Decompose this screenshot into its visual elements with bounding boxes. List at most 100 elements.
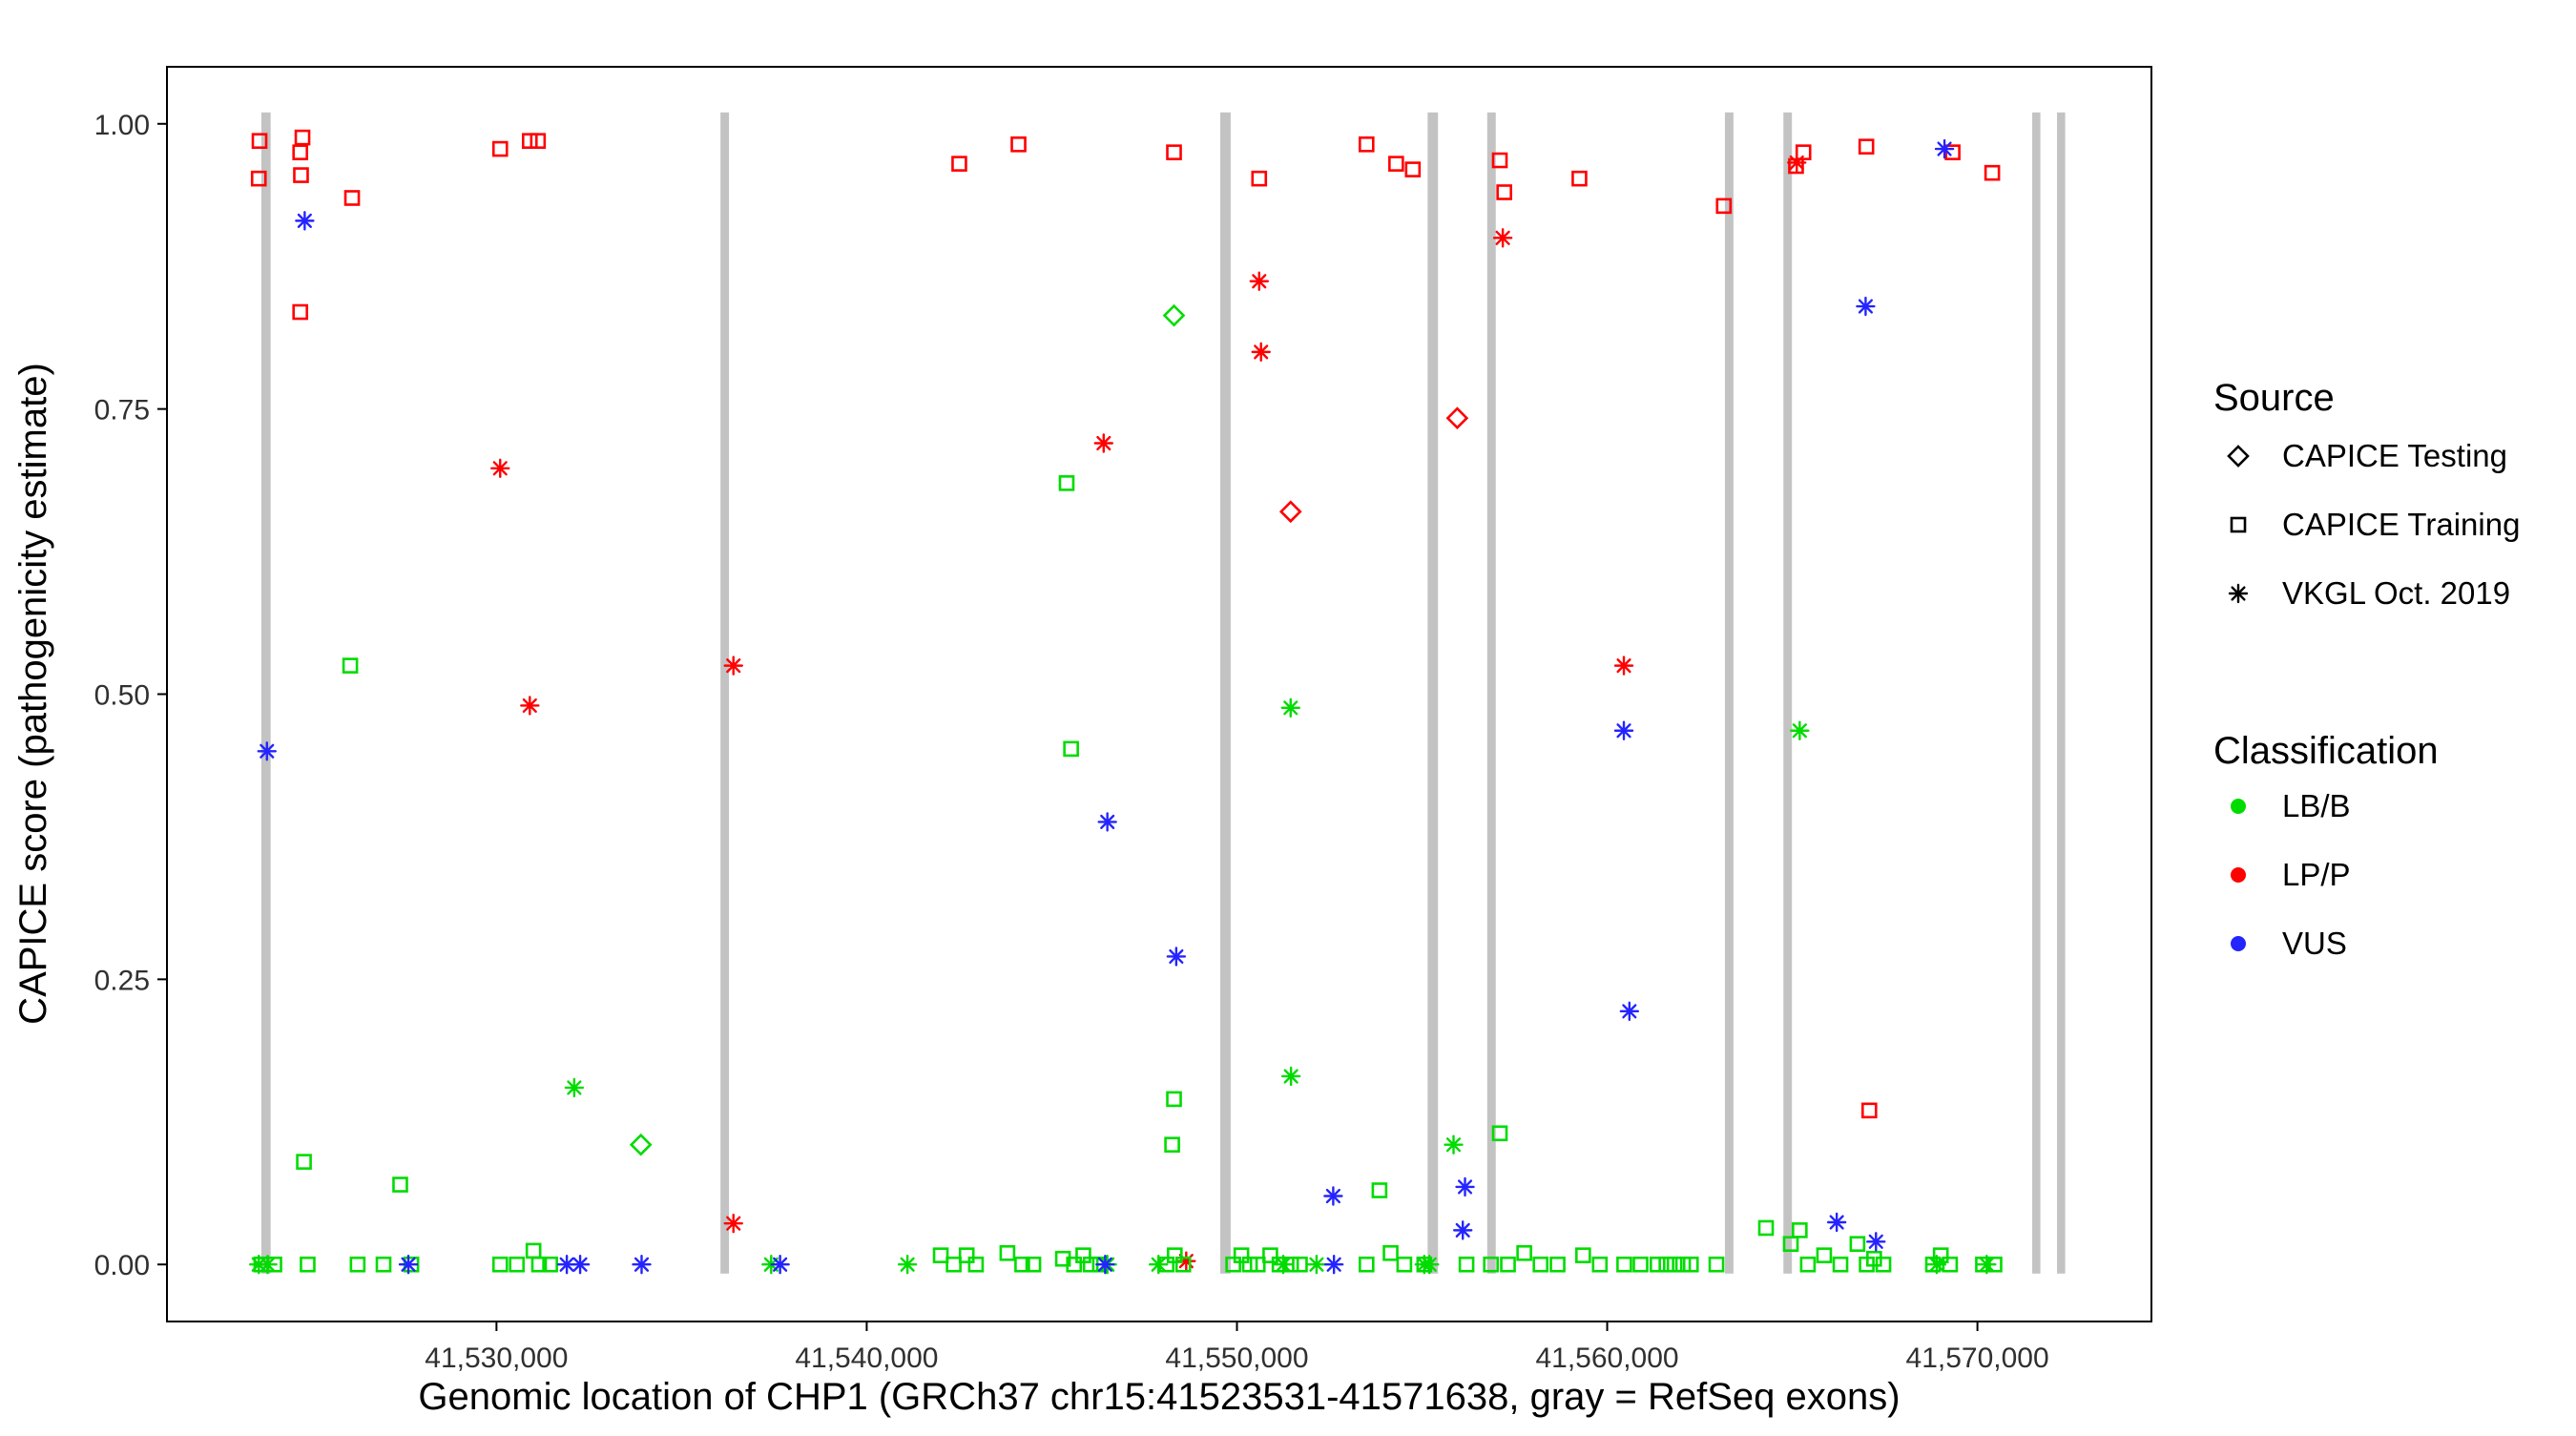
data-point-square	[1782, 1236, 1799, 1253]
data-point-square	[1757, 1219, 1775, 1237]
data-point-square	[1571, 170, 1588, 187]
legend-item-label: VKGL Oct. 2019	[2282, 575, 2510, 611]
data-point-square	[1166, 1091, 1182, 1108]
legend-item-label: VUS	[2282, 926, 2347, 961]
data-point-asterisk	[632, 1255, 652, 1275]
data-point-square	[958, 1247, 975, 1263]
legend-item-label: CAPICE Training	[2282, 507, 2520, 542]
data-point-asterisk	[1492, 228, 1513, 248]
data-point-asterisk	[1280, 697, 1300, 718]
legend: Source CAPICE Testing CAPICE Training VKGL…	[2213, 377, 2520, 961]
data-point-diamond	[2227, 445, 2250, 468]
legend-item-label: LP/P	[2282, 857, 2351, 892]
data-point-asterisk	[1856, 296, 1876, 317]
data-point-square	[1616, 1256, 1632, 1273]
data-point-square	[292, 303, 309, 321]
data-point-square	[392, 1176, 408, 1193]
y-tick-label: 1.00	[94, 110, 150, 141]
data-point-asterisk	[1280, 1066, 1301, 1087]
data-point-square	[1816, 1247, 1833, 1263]
data-point-asterisk	[1926, 1255, 1947, 1275]
data-point-square	[951, 156, 967, 172]
data-points	[249, 129, 2003, 1275]
data-point-square	[509, 1256, 526, 1273]
data-point-square	[292, 144, 309, 160]
legend-classification-items: LB/B LP/P VUS	[2231, 788, 2351, 961]
exon-bar	[2032, 112, 2041, 1274]
data-point-square	[250, 170, 267, 187]
data-point-square	[1010, 135, 1027, 153]
data-point-asterisk	[564, 1077, 585, 1098]
data-point-square	[1066, 1256, 1083, 1273]
data-point-square	[375, 1256, 392, 1273]
data-point-asterisk	[258, 1255, 278, 1275]
data-point-square	[300, 1256, 316, 1273]
asterisk-icon	[2228, 583, 2249, 604]
legend-source-items: CAPICE Testing CAPICE Training VKGL Oct. 2…	[2227, 438, 2520, 611]
data-point-square	[1944, 144, 1961, 160]
data-point-asterisk	[1619, 1001, 1640, 1022]
data-point-square	[1249, 1256, 1266, 1273]
classification-dot-icon	[2231, 799, 2246, 814]
x-tick-label: 41,530,000	[425, 1342, 568, 1374]
data-point-square	[521, 133, 538, 150]
data-point-square	[1549, 1256, 1566, 1273]
data-point-square	[530, 133, 547, 150]
data-point-square	[1849, 1236, 1866, 1253]
data-point-asterisk	[897, 1255, 918, 1275]
data-point-square	[1359, 135, 1375, 153]
square-icon	[2230, 516, 2247, 533]
plot-panel-border	[166, 66, 2152, 1322]
data-point-asterisk	[570, 1255, 591, 1275]
data-point-square	[999, 1244, 1016, 1261]
exon-bar	[1783, 112, 1793, 1274]
exon-bar	[1486, 112, 1496, 1274]
data-point-asterisk	[1249, 271, 1269, 291]
data-point-square	[1715, 198, 1733, 215]
exon-bars	[260, 112, 2066, 1274]
data-point-asterisk	[723, 656, 743, 676]
data-point-square	[1500, 1256, 1516, 1273]
data-point-asterisk	[1414, 1255, 1435, 1275]
data-point-square	[1795, 144, 1812, 160]
data-point-asterisk	[1251, 342, 1271, 363]
data-point-asterisk	[1323, 1186, 1343, 1206]
data-point-square	[1860, 1102, 1878, 1119]
data-point-square	[932, 1247, 949, 1263]
data-point-square	[1984, 164, 2001, 181]
data-point-asterisk	[1790, 720, 1810, 740]
data-point-asterisk	[520, 696, 540, 716]
x-axis-title: Genomic location of CHP1 (GRCh37 chr15:4…	[418, 1376, 1900, 1418]
data-point-asterisk	[1323, 1255, 1344, 1275]
legend-item-classification: LP/P	[2231, 857, 2351, 892]
data-point-square	[1396, 1256, 1413, 1273]
y-tick-label: 0.00	[94, 1250, 150, 1281]
data-point-square	[1058, 475, 1075, 491]
data-point-asterisk	[257, 741, 277, 761]
data-point-square	[530, 1256, 548, 1273]
data-point-asterisk	[1866, 1232, 1886, 1252]
x-tick-label: 41,560,000	[1535, 1342, 1678, 1374]
data-point-square	[525, 1242, 542, 1259]
y-axis: 0.00 0.25 0.50 0.75 1.00	[94, 110, 167, 1281]
data-point-square	[1491, 1125, 1508, 1142]
diamond-icon	[2227, 445, 2250, 468]
legend-item-square: CAPICE Training	[2230, 507, 2520, 542]
data-point-square	[1014, 1256, 1030, 1273]
data-point-square	[1458, 1256, 1475, 1273]
data-point-diamond	[1162, 303, 1186, 327]
data-point-square	[1359, 1256, 1375, 1273]
data-point-diamond	[1278, 500, 1302, 524]
data-point-square	[296, 1154, 312, 1170]
classification-dot-icon	[2231, 936, 2246, 951]
data-point-asterisk	[1149, 1255, 1169, 1275]
data-point-asterisk	[723, 1213, 743, 1234]
data-point-square	[1532, 1256, 1549, 1273]
data-point-asterisk	[1613, 720, 1634, 740]
classification-dot-icon	[2231, 867, 2246, 883]
data-point-square	[251, 133, 268, 150]
exon-bar	[720, 112, 730, 1274]
data-point-square	[1799, 1256, 1817, 1273]
data-point-square	[1063, 740, 1079, 758]
